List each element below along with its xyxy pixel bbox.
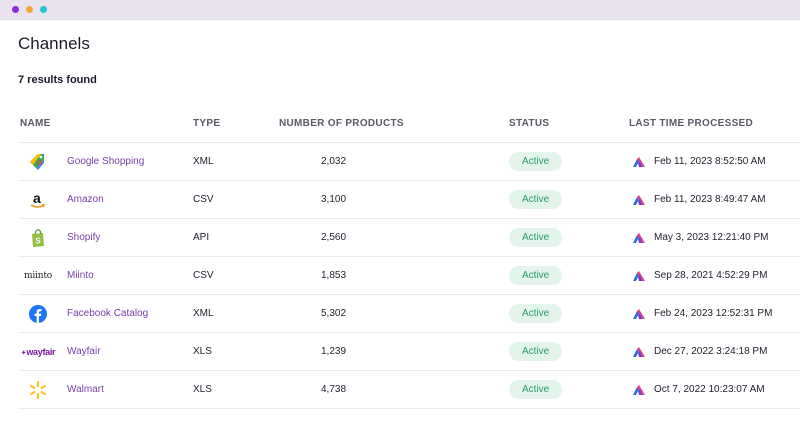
table-row[interactable]: ✦wayfair Wayfair XLS 1,239 Active Dec 27… [18, 332, 800, 371]
header-processed[interactable]: LAST TIME PROCESSED [629, 118, 800, 143]
processor-logo-icon [633, 156, 645, 167]
product-count: 2,032 [321, 156, 347, 167]
google-shopping-icon: G [30, 153, 44, 170]
table-row[interactable]: G Google Shopping XML 2,032 Active Feb 1… [18, 142, 800, 181]
channel-name-link[interactable]: Google Shopping [67, 156, 145, 167]
channel-name-link[interactable]: Miinto [67, 270, 94, 281]
channel-name-link[interactable]: Amazon [67, 194, 104, 205]
wayfair-icon: ✦wayfair [20, 346, 56, 357]
table-row[interactable]: Facebook Catalog XML 5,302 Active Feb 24… [18, 294, 800, 333]
svg-text:S: S [35, 236, 41, 245]
header-products[interactable]: NUMBER OF PRODUCTS [279, 118, 509, 143]
processor-logo-icon [633, 194, 645, 205]
table-row[interactable]: S Shopify API 2,560 Active May 3, 2023 1… [18, 218, 800, 257]
channel-logo: S [18, 228, 58, 248]
channel-name-link[interactable]: Shopify [67, 232, 101, 243]
close-window-dot[interactable] [12, 6, 19, 13]
table-row[interactable]: miinto Miinto CSV 1,853 Active Sep 28, 2… [18, 256, 800, 295]
main-content: Channels 7 results found NAME TYPE NUMBE… [0, 34, 800, 409]
product-count: 1,239 [321, 346, 347, 357]
product-count: 1,853 [321, 270, 347, 281]
header-status[interactable]: STATUS [509, 118, 629, 143]
svg-text:G: G [37, 160, 43, 167]
channel-type: XML [193, 156, 214, 167]
channel-logo: G [18, 152, 58, 172]
status-badge: Active [509, 228, 563, 247]
processor-logo-icon [633, 308, 645, 319]
status-badge: Active [509, 266, 563, 285]
results-count: 7 results found [18, 74, 97, 86]
last-processed-time: Feb 24, 2023 12:52:31 PM [654, 308, 773, 319]
miinto-icon: miinto [24, 270, 52, 281]
table-row[interactable]: a Amazon CSV 3,100 Active Feb 11, 2023 8… [18, 180, 800, 219]
last-processed-time: Oct 7, 2022 10:23:07 AM [654, 384, 765, 395]
last-processed-time: Sep 28, 2021 4:52:29 PM [654, 270, 768, 281]
page-title: Channels [18, 34, 90, 53]
header-type[interactable]: TYPE [193, 118, 279, 143]
table-header-row: NAME TYPE NUMBER OF PRODUCTS STATUS LAST… [18, 118, 800, 143]
svg-text:a: a [33, 190, 41, 206]
channel-type: CSV [193, 194, 214, 205]
product-count: 4,738 [321, 384, 347, 395]
status-badge: Active [509, 342, 563, 361]
channel-name-link[interactable]: Facebook Catalog [67, 308, 149, 319]
channel-type: API [193, 232, 210, 243]
last-processed-time: Feb 11, 2023 8:49:47 AM [654, 194, 766, 205]
channel-logo [18, 380, 58, 400]
last-processed-time: Dec 27, 2022 3:24:18 PM [654, 346, 768, 357]
channel-type: XML [193, 308, 214, 319]
minimize-window-dot[interactable] [26, 6, 33, 13]
product-count: 2,560 [321, 232, 347, 243]
channel-type: CSV [193, 270, 214, 281]
processor-logo-icon [633, 346, 645, 357]
processor-logo-icon [633, 270, 645, 281]
shopify-icon: S [32, 228, 44, 247]
walmart-icon [30, 380, 46, 399]
table-row[interactable]: Walmart XLS 4,738 Active Oct 7, 2022 10:… [18, 370, 800, 409]
product-count: 5,302 [321, 308, 347, 319]
channel-type: XLS [193, 346, 212, 357]
channels-table: NAME TYPE NUMBER OF PRODUCTS STATUS LAST… [18, 118, 800, 409]
channel-type: XLS [193, 384, 212, 395]
processor-logo-icon [633, 384, 645, 395]
facebook-icon [29, 304, 47, 323]
channel-logo: ✦wayfair [18, 347, 58, 357]
maximize-window-dot[interactable] [40, 6, 47, 13]
product-count: 3,100 [321, 194, 347, 205]
channel-name-link[interactable]: Wayfair [67, 346, 101, 357]
channel-logo: a [18, 190, 58, 210]
channel-logo: miinto [18, 271, 58, 281]
processor-logo-icon [633, 232, 645, 243]
header-name[interactable]: NAME [18, 118, 193, 143]
last-processed-time: May 3, 2023 12:21:40 PM [654, 232, 769, 243]
status-badge: Active [509, 152, 563, 171]
channel-name-link[interactable]: Walmart [67, 384, 104, 395]
status-badge: Active [509, 304, 563, 323]
amazon-icon: a [30, 190, 46, 208]
window-titlebar [0, 0, 800, 20]
last-processed-time: Feb 11, 2023 8:52:50 AM [654, 156, 766, 167]
status-badge: Active [509, 380, 563, 399]
status-badge: Active [509, 190, 563, 209]
channel-logo [18, 304, 58, 324]
